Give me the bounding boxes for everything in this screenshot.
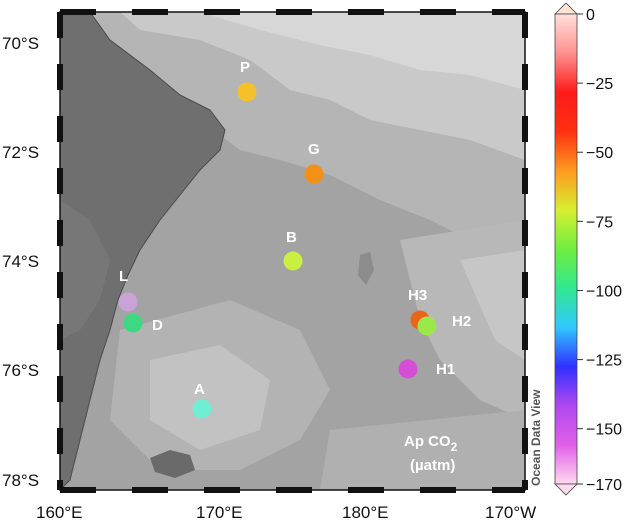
lon-label-160e: 160°E xyxy=(36,503,83,522)
station-label-h1: H1 xyxy=(436,361,455,378)
colorbar-tick-label: −75 xyxy=(586,214,613,231)
variable-name: Ap CO2 xyxy=(404,433,458,454)
stations-layer: P G B L D H3 H2 H1 A xyxy=(118,59,471,419)
colorbar-tick-label: −100 xyxy=(586,283,622,300)
lon-label-180e: 180°E xyxy=(342,503,389,522)
map-area xyxy=(60,12,525,490)
station-label-g: G xyxy=(308,141,320,158)
station-marker-b xyxy=(283,251,303,271)
station-marker-a xyxy=(192,399,212,419)
station-marker-g xyxy=(304,164,324,184)
colorbar-tick-label: −170 xyxy=(586,477,622,494)
station-label-l: L xyxy=(119,268,128,285)
station-label-b: B xyxy=(286,229,297,246)
longitude-labels: 160°E 170°E 180°E 170°W xyxy=(36,503,536,522)
colorbar-tick-label: −25 xyxy=(586,76,613,93)
map-frame xyxy=(57,9,528,493)
lat-label-74: 74°S xyxy=(2,252,39,271)
lon-label-170w: 170°W xyxy=(485,503,536,522)
station-label-a: A xyxy=(194,381,205,398)
station-marker-l xyxy=(118,292,138,312)
station-marker-p xyxy=(237,82,257,102)
station-marker-d xyxy=(123,313,143,333)
colorbar: 0 −25 −50 −75 −100 −125 −150 −170 xyxy=(554,2,622,496)
station-label-h2: H2 xyxy=(452,313,471,330)
station-label-h3: H3 xyxy=(408,287,427,304)
station-label-d: D xyxy=(152,317,163,334)
colorbar-tick-label: 0 xyxy=(586,7,595,24)
station-label-p: P xyxy=(240,59,250,76)
lon-label-170e: 170°E xyxy=(196,503,243,522)
station-marker-h2 xyxy=(417,316,437,336)
latitude-labels: 70°S 72°S 74°S 76°S 78°S xyxy=(2,34,39,490)
variable-label: Ap CO2 (µatm) xyxy=(404,433,458,474)
lat-label-76: 76°S xyxy=(2,361,39,380)
lat-label-78: 78°S xyxy=(2,471,39,490)
colorbar-tick-label: −50 xyxy=(586,145,613,162)
lat-label-72: 72°S xyxy=(2,143,39,162)
colorbar-tick-label: −150 xyxy=(586,422,622,439)
station-marker-h1 xyxy=(398,359,418,379)
lat-label-70: 70°S xyxy=(2,34,39,53)
colorbar-tick-label: −125 xyxy=(586,353,622,370)
variable-unit: (µatm) xyxy=(410,457,455,474)
odv-watermark: Ocean Data View xyxy=(529,389,543,486)
